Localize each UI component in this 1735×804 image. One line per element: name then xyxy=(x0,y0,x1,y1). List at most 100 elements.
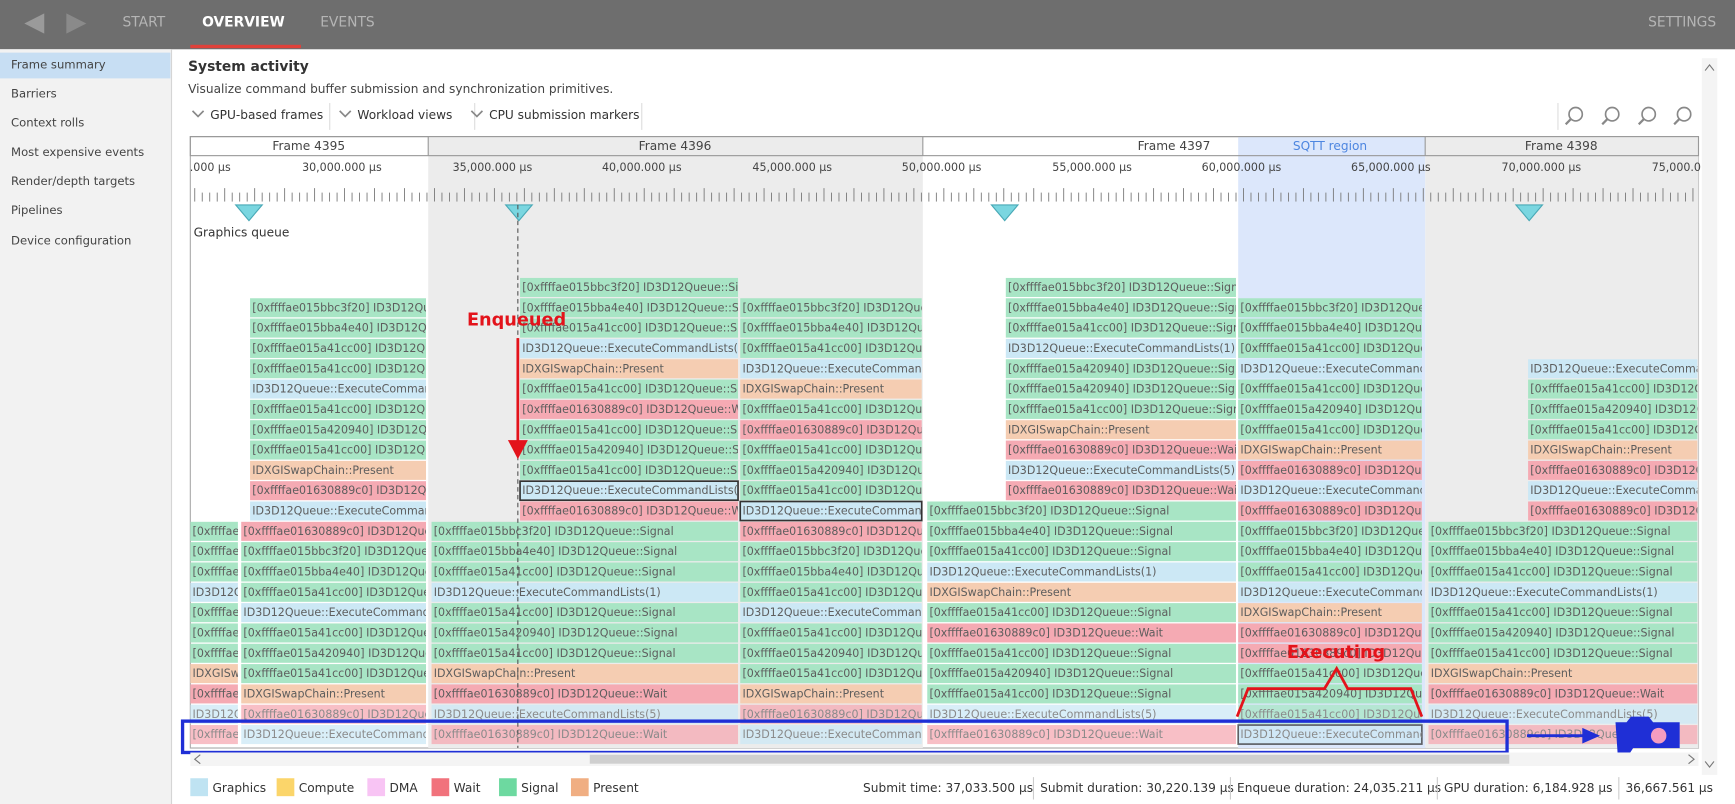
event-label: [0xffffae015a41cc00] ID3D12Queue xyxy=(1240,708,1441,721)
active-tab-underline xyxy=(190,45,301,48)
event-label: [0xffffae015a41cc00] ID3D12Queue::Signal xyxy=(929,545,1171,558)
toolbar-dropdown[interactable]: Workload views xyxy=(357,108,452,122)
status-item: 36,667.561 μs xyxy=(1625,781,1713,795)
sidebar-item[interactable]: Pipelines xyxy=(11,203,62,217)
event-label: [0xffffae015bba4e40] ID3D12Queue xyxy=(1240,545,1442,558)
ruler-label: 40,000.000 μs xyxy=(602,161,682,174)
event-label: [0xffffae015bbc3f20] ID3D12Queue::Signal xyxy=(1431,525,1671,538)
event-label: ID3D12Queue::ExecuteCommandLists(5) xyxy=(434,708,661,721)
camera-lens xyxy=(1651,728,1666,744)
event-label: ID3D12Queue::ExecuteCommandLists(5) xyxy=(929,708,1156,721)
event-label: [0xffffae015a41cc00] ID3D12Queue xyxy=(1240,423,1441,436)
event-label: [0xffffae01630889c0] ID3D12Queue xyxy=(252,484,454,497)
event-label: [0xffffae01630889c0] ID3D12Queue xyxy=(243,708,445,721)
event-label: [0xffffae015bba4e40] ID3D12Queue::Signal xyxy=(434,545,678,558)
sidebar-item[interactable]: Most expensive events xyxy=(11,145,144,159)
legend-label: Compute xyxy=(299,781,354,795)
event-label: [0xffffae015a420940] ID3D12Queue::Signal xyxy=(1008,383,1252,396)
sidebar-item[interactable]: Device configuration xyxy=(11,233,131,247)
legend-swatch xyxy=(432,778,450,796)
camera-icon xyxy=(1615,717,1679,755)
dropdown-chevron xyxy=(193,111,204,117)
event-label: [0xffffae01630889c0] ID3D12Queue xyxy=(1240,626,1442,639)
frame-label: Frame 4396 xyxy=(639,139,712,153)
event-label: [0xffffae015a420940] ID3D12Queue xyxy=(243,647,446,660)
status-item: Enqueue duration: 24,035.211 μs xyxy=(1237,781,1441,795)
event-label: [0xffffae015bbc3f20] ID3D12Queue::Signal xyxy=(929,505,1169,518)
h-scroll-thumb[interactable] xyxy=(590,755,1510,764)
event-label: IDXGISwapChain::Present xyxy=(1431,667,1573,680)
event-label: [0xffffae015a41cc00] ID3D12Queue::Signal xyxy=(1008,403,1250,416)
event-label: [0xffffae015bbc3f20] ID3D12Queue xyxy=(742,545,941,558)
annotation: Executing xyxy=(1287,642,1385,663)
event-label: [0xffffae01630889c0] ID3D12Queue xyxy=(1240,464,1442,477)
event-label: [0xffffae015bba4e40] ID3D12Queue xyxy=(1240,322,1442,335)
legend-label: Graphics xyxy=(212,781,266,795)
event-label: [0xffffae015a41cc00] ID3D12Queue xyxy=(742,484,943,497)
event-label: ID3D12Queue::ExecuteCommandLists xyxy=(1240,362,1452,375)
event-label: [0xffffae015a41cc00] ID3D12Queue xyxy=(252,444,453,457)
event-label: [0xffffae015bbc3f20] ID3D12Queue xyxy=(1240,525,1439,538)
sidebar-item[interactable]: Render/depth targets xyxy=(11,174,135,188)
frame-label: Frame 4395 xyxy=(272,139,345,153)
nav-tab[interactable]: START xyxy=(123,14,166,30)
event-label: [0xffffae01630889c0] ID3D12Queue::Wait xyxy=(1431,687,1665,700)
ruler-label: 75,000.0 xyxy=(1652,161,1701,174)
event-label: [0xffffae015a41cc00] ID3D12Queue::Signal xyxy=(522,464,764,477)
event-label: [0xffffae015a41cc00] ID3D12Queue::Signal xyxy=(434,606,676,619)
sidebar-item[interactable]: Barriers xyxy=(11,87,57,101)
event-label: [0xffffae015a41cc00] ID3D12Queue::Signal xyxy=(929,606,1171,619)
legend-label: Signal xyxy=(521,781,558,795)
ruler-label: 35,000.000 μs xyxy=(453,161,533,174)
section-title: System activity xyxy=(188,59,309,75)
legend-label: Present xyxy=(593,781,639,795)
event-label: [0xffffae015a420940] ID3D12Queue xyxy=(1240,403,1443,416)
event-label: [0xffffae015bba4e40] ID3D12Queue xyxy=(243,566,445,579)
ruler-label: 45,000.000 μs xyxy=(752,161,832,174)
event-label: [0xffffae015bba4e40] ID3D12Queue xyxy=(742,566,944,579)
event-label: [0xffffae015a420940] ID3D12Queue::Signal xyxy=(929,667,1173,680)
ruler-label: 50,000.000 μs xyxy=(902,161,982,174)
ruler-label: 70,000.000 μs xyxy=(1502,161,1582,174)
event-label: [0xffffae015a420940] ID3D12Queue xyxy=(742,647,945,660)
event-label: [0xffffae015a41cc00] ID3D12Que xyxy=(1530,383,1717,396)
event-label: [0xffffae015a41cc00] ID3D12Queue xyxy=(252,342,453,355)
event-label: ID3D12Queue::ExecuteCommandLists xyxy=(1240,586,1452,599)
event-label: [0xffffae015a420940] ID3D12Queue xyxy=(742,464,945,477)
event-label: ID3D12Queue::ExecuteCommandList xyxy=(742,505,948,518)
event-label: [0xffffae01630889c0] ID3D12Queue xyxy=(742,423,944,436)
event-label: [0xffffae015a41cc00] ID3D12Queue::Signal xyxy=(434,647,676,660)
event-label: [0xffffae015bba4e40] ID3D12Queue::Signal xyxy=(1431,545,1675,558)
event-label: [0xffffae015bba4e40] ID3D12Queue xyxy=(252,322,454,335)
v-scrollbar[interactable] xyxy=(1702,58,1717,775)
legend-swatch xyxy=(367,778,385,796)
settings-tab[interactable]: SETTINGS xyxy=(1648,14,1716,30)
event-label: [0xffffae015a41cc00] ID3D12Queue xyxy=(742,342,943,355)
event-label: IDXGISwapChain::Present xyxy=(522,362,664,375)
event-label: [0xffffae015a41cc00] ID3D12Queue::Signal xyxy=(1008,322,1250,335)
ruler-label: 65,000.000 μs xyxy=(1351,161,1431,174)
nav-tab[interactable]: EVENTS xyxy=(320,14,375,30)
event-label: [0xffffae01630889c0] ID3D12Queue xyxy=(742,525,944,538)
event-label: [0xffffae015a41cc00] ID3D12Queue::Signal xyxy=(522,423,764,436)
event-label: [0xffffae01630889c0] ID3D12Queue::Wait xyxy=(434,687,668,700)
event-label: ID3D12Queue::ExecuteCommandLists(5) xyxy=(522,484,749,497)
event-label: ID3D12Queue::ExecuteCommandLis xyxy=(1530,484,1731,497)
toolbar-dropdown[interactable]: GPU-based frames xyxy=(210,108,323,122)
event-label: [0xffffae015bba4e40] ID3D12Queue::Signal xyxy=(1008,301,1252,314)
event-label: ID3D12Queue::ExecuteCommandLists(1) xyxy=(434,586,661,599)
event-label: [0xffffae015a41cc00] ID3D12Queue xyxy=(243,586,444,599)
event-label: [0xffffae01630889c0] ID3D12Queue xyxy=(742,708,944,721)
event-label: [0xffffae015a41cc00] ID3D12Queue::Signal xyxy=(929,647,1171,660)
frame-label: Frame 4398 xyxy=(1525,139,1598,153)
toolbar-dropdown[interactable]: CPU submission markers xyxy=(489,108,639,122)
event-label: [0xffffae015a41cc00] ID3D12Queue xyxy=(742,403,943,416)
sidebar-item[interactable]: Frame summary xyxy=(11,57,106,71)
nav-tab[interactable]: OVERVIEW xyxy=(202,14,285,30)
sidebar-item[interactable]: Context rolls xyxy=(11,116,84,130)
zoom-button-handle xyxy=(1566,119,1572,125)
legend-swatch xyxy=(499,778,517,796)
status-item: Submit time: 37,033.500 μs xyxy=(863,781,1033,795)
event-label: [0xffffae015bbc3f20] ID3D12Queue::Signal xyxy=(522,281,762,294)
